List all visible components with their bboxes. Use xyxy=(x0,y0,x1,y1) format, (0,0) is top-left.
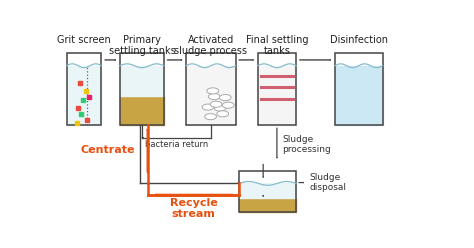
Bar xyxy=(66,66,101,125)
Bar xyxy=(239,171,296,212)
Text: Sludge
processing: Sludge processing xyxy=(283,135,331,154)
Text: Sludge
disposal: Sludge disposal xyxy=(309,173,346,192)
Bar xyxy=(239,198,296,212)
Bar xyxy=(186,53,236,125)
Bar xyxy=(258,66,296,125)
Bar xyxy=(120,96,164,125)
Text: Recycle
stream: Recycle stream xyxy=(170,198,218,219)
Circle shape xyxy=(214,105,226,111)
Text: Centrate: Centrate xyxy=(81,145,135,155)
Bar xyxy=(120,66,164,96)
Circle shape xyxy=(219,94,231,101)
Text: bacteria return: bacteria return xyxy=(145,140,208,149)
Circle shape xyxy=(209,93,220,100)
Text: Final settling
tanks: Final settling tanks xyxy=(246,34,308,56)
Bar xyxy=(120,53,164,125)
Circle shape xyxy=(207,88,219,94)
Circle shape xyxy=(205,114,217,120)
Circle shape xyxy=(217,111,228,117)
Text: Grit screen: Grit screen xyxy=(57,34,111,45)
Bar xyxy=(258,53,296,125)
Circle shape xyxy=(222,102,234,108)
Text: Disinfection: Disinfection xyxy=(329,34,388,45)
Bar xyxy=(335,66,383,125)
Circle shape xyxy=(202,104,214,110)
Bar xyxy=(66,53,101,125)
Circle shape xyxy=(210,101,222,107)
Bar xyxy=(239,183,296,198)
Bar xyxy=(186,66,236,125)
Text: Primary
settling tanks: Primary settling tanks xyxy=(109,34,175,56)
Text: Activated
sludge process: Activated sludge process xyxy=(174,34,247,56)
Bar xyxy=(335,53,383,125)
